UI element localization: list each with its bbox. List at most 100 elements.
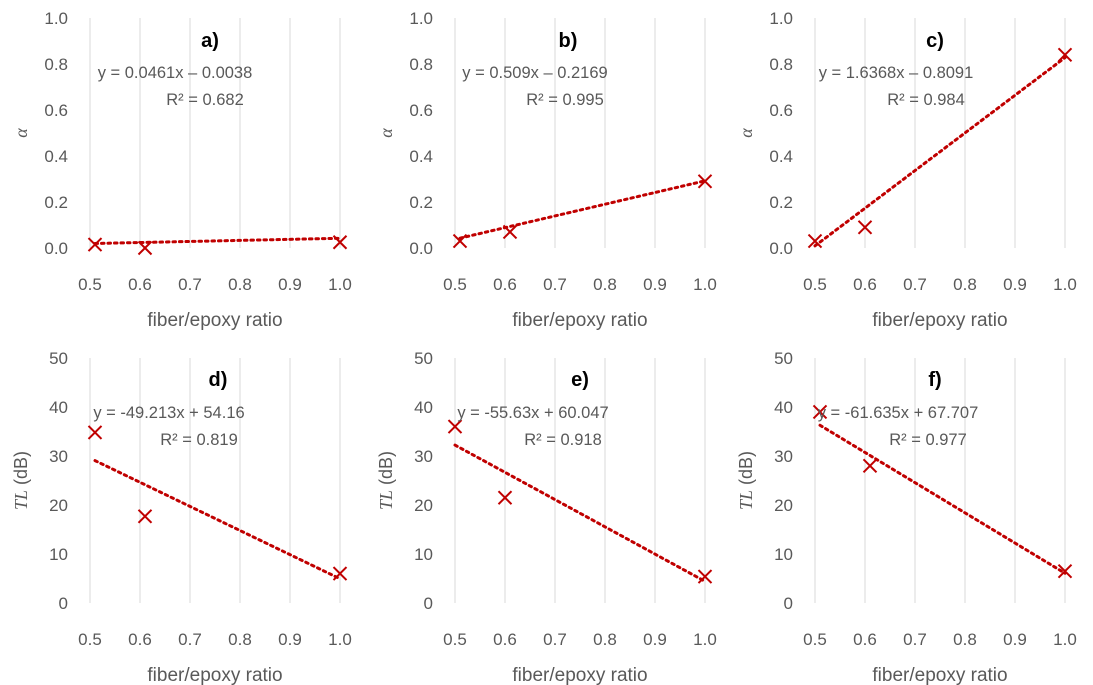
y-tick-label: 30 xyxy=(774,447,793,466)
y-tick-label: 20 xyxy=(49,496,68,515)
y-tick-label: 0.6 xyxy=(409,101,433,120)
x-tick-label: 0.6 xyxy=(128,630,152,649)
trendline-equation: y = -49.213x + 54.16 xyxy=(93,404,244,422)
data-point-stroke xyxy=(1057,563,1073,579)
trendline-equation: y = -61.635x + 67.707 xyxy=(818,404,979,422)
data-point xyxy=(862,458,878,474)
y-tick-label: 50 xyxy=(49,349,68,368)
r-squared-label: R² = 0.977 xyxy=(889,431,967,449)
y-tick-label: 40 xyxy=(49,398,68,417)
y-tick-label: 0.0 xyxy=(44,239,68,258)
y-axis-symbol: α xyxy=(376,128,396,138)
y-tick-label: 0.0 xyxy=(769,239,793,258)
data-point xyxy=(87,425,103,440)
data-point-stroke xyxy=(137,240,153,256)
chart-panel-d: 0.5 0.6 0.7 0.8 0.9 1.0 0 10 20 30 40 50 fiber/epoxy… xyxy=(11,349,352,685)
y-tick-label: 0.6 xyxy=(44,101,68,120)
x-tick-label: 0.8 xyxy=(593,275,617,294)
chart-panel-a: 0.5 0.6 0.7 0.8 0.9 1.0 0.0 0.2 0.4 0.6 0.8 1.0 fibe… xyxy=(11,9,352,331)
r-squared-label: R² = 0.995 xyxy=(526,91,604,109)
y-tick-label: 0.0 xyxy=(409,239,433,258)
y-tick-label: 0.2 xyxy=(409,193,433,212)
y-tick-label: 50 xyxy=(414,349,433,368)
trendline xyxy=(93,236,342,245)
x-tick-label: 1.0 xyxy=(693,630,717,649)
y-axis-title: TL (dB) xyxy=(11,451,31,510)
y-tick-label: 10 xyxy=(49,545,68,564)
data-point-stroke xyxy=(447,419,463,434)
y-axis-symbol: TL xyxy=(11,490,31,510)
y-tick-label: 0.2 xyxy=(769,193,793,212)
data-point-stroke xyxy=(332,235,348,250)
x-tick-label: 0.7 xyxy=(903,630,927,649)
data-point xyxy=(137,240,153,256)
panel-label: c) xyxy=(926,30,944,52)
y-tick-label: 0.6 xyxy=(769,101,793,120)
data-point-stroke xyxy=(862,458,878,474)
data-point xyxy=(497,490,513,505)
r-squared-label: R² = 0.918 xyxy=(524,431,602,449)
y-axis-title: α xyxy=(11,128,31,138)
x-tick-label: 0.5 xyxy=(443,630,467,649)
x-tick-label: 0.5 xyxy=(78,275,102,294)
y-tick-label: 0.4 xyxy=(769,147,793,166)
y-axis-symbol: TL xyxy=(376,490,396,510)
y-tick-label: 0.8 xyxy=(409,55,433,74)
data-point xyxy=(502,224,518,240)
y-tick-label: 0 xyxy=(424,594,433,613)
x-tick-label: 0.6 xyxy=(853,275,877,294)
x-tick-label: 0.9 xyxy=(643,630,667,649)
y-tick-label: 30 xyxy=(49,447,68,466)
y-tick-label: 0 xyxy=(784,594,793,613)
trendline-equation: y = 0.509x – 0.2169 xyxy=(462,64,607,82)
x-tick-label: 0.8 xyxy=(953,630,977,649)
x-tick-label: 0.5 xyxy=(78,630,102,649)
y-tick-label: 30 xyxy=(414,447,433,466)
data-point-stroke xyxy=(697,569,713,584)
y-tick-label: 40 xyxy=(774,398,793,417)
data-point-stroke xyxy=(812,404,828,420)
panel-label: d) xyxy=(209,369,228,391)
trendline xyxy=(818,423,1067,575)
r-squared-label: R² = 0.682 xyxy=(166,91,244,109)
y-tick-label: 0.4 xyxy=(44,147,68,166)
y-tick-label: 0.2 xyxy=(44,193,68,212)
x-tick-label: 0.6 xyxy=(493,630,517,649)
data-point xyxy=(697,569,713,584)
chart-panel-f: 0.5 0.6 0.7 0.8 0.9 1.0 0 10 20 30 40 50 fiber/epoxy… xyxy=(736,349,1077,685)
y-tick-label: 20 xyxy=(774,496,793,515)
trendline-equation: y = 1.6368x – 0.8091 xyxy=(819,64,974,82)
y-tick-label: 10 xyxy=(774,545,793,564)
x-axis-title: fiber/epoxy ratio xyxy=(872,310,1007,331)
panel-label: f) xyxy=(928,369,941,391)
data-point xyxy=(452,233,468,249)
chart-panel-c: 0.5 0.6 0.7 0.8 0.9 1.0 0.0 0.2 0.4 0.6 0.8 1.0 fibe… xyxy=(736,9,1077,331)
y-axis-symbol: α xyxy=(736,128,756,138)
x-tick-label: 1.0 xyxy=(328,630,352,649)
trendline xyxy=(458,179,707,240)
y-tick-label: 20 xyxy=(414,496,433,515)
x-tick-label: 1.0 xyxy=(693,275,717,294)
chart-panel-e: 0.5 0.6 0.7 0.8 0.9 1.0 0 10 20 30 40 50 fiber/epoxy… xyxy=(376,349,717,685)
data-point xyxy=(1057,47,1073,63)
x-tick-label: 0.7 xyxy=(543,275,567,294)
y-tick-label: 0.8 xyxy=(44,55,68,74)
y-tick-label: 40 xyxy=(414,398,433,417)
trendline-equation: y = -55.63x + 60.047 xyxy=(457,404,608,422)
y-axis-symbol: TL xyxy=(736,490,756,510)
data-point xyxy=(807,233,823,249)
x-tick-label: 0.8 xyxy=(228,630,252,649)
data-point xyxy=(447,419,463,434)
data-point-stroke xyxy=(87,425,103,440)
x-tick-label: 0.8 xyxy=(953,275,977,294)
y-axis-unit: (dB) xyxy=(11,451,31,490)
y-tick-label: 0.8 xyxy=(769,55,793,74)
data-point-stroke xyxy=(87,237,103,252)
data-point-stroke xyxy=(697,174,713,189)
data-point-stroke xyxy=(497,490,513,505)
trendline xyxy=(93,459,342,581)
data-point xyxy=(332,566,348,581)
chart-panel-b: 0.5 0.6 0.7 0.8 0.9 1.0 0.0 0.2 0.4 0.6 0.8 1.0 fibe… xyxy=(376,9,717,331)
data-point-stroke xyxy=(1057,47,1073,63)
y-tick-label: 0.4 xyxy=(409,147,433,166)
